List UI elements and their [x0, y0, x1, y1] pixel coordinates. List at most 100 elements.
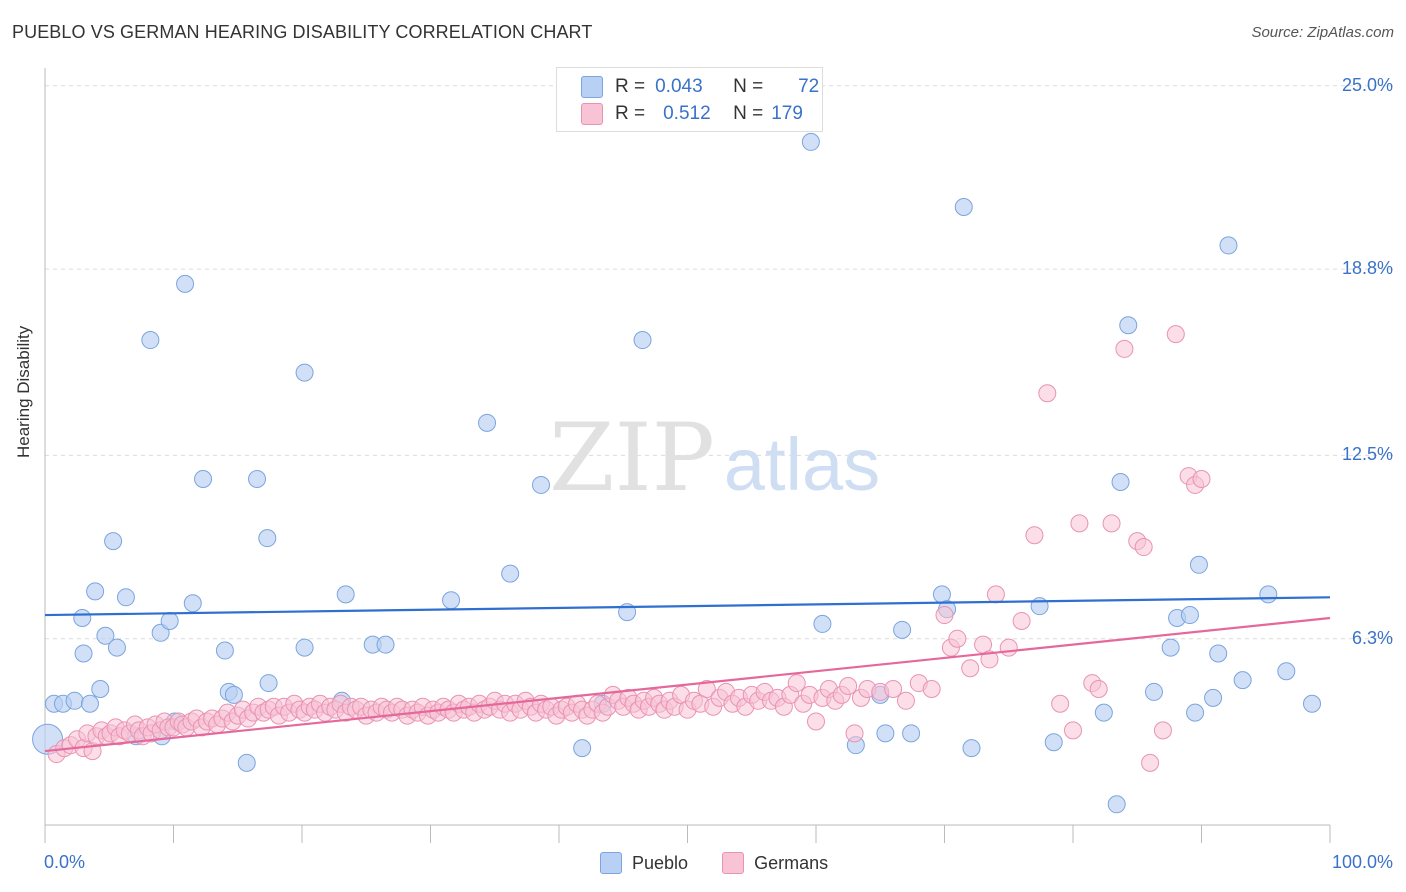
r-value: 0.512 [663, 103, 711, 124]
pueblo-point [224, 685, 243, 704]
pueblo-point [962, 739, 981, 758]
germans-point [884, 679, 903, 698]
germans-point [1115, 339, 1134, 358]
pueblo-point [86, 582, 105, 601]
pueblo-point [1119, 316, 1138, 335]
germans-point [922, 679, 941, 698]
pueblo-point [532, 475, 551, 494]
n-value: 179 [771, 103, 803, 124]
germans-point [845, 724, 864, 743]
n-label: N = [733, 103, 764, 124]
pueblo-swatch [600, 852, 622, 874]
pueblo-point [876, 724, 895, 743]
germans-point [999, 638, 1018, 657]
pueblo-point [73, 609, 92, 628]
legend-item-germans: Germans [722, 852, 828, 874]
pueblo-point [116, 588, 135, 607]
trend-lines [44, 596, 1331, 753]
pueblo-point [1277, 662, 1296, 681]
legend-row-germans: R = 0.512 N = 179 [581, 102, 811, 126]
y-tick-label: 12.5% [1341, 444, 1393, 465]
pueblo-point [1233, 671, 1252, 690]
germans-point [1141, 753, 1160, 772]
pueblo-trend-line [44, 596, 1331, 617]
pueblo-point [501, 564, 520, 583]
pueblo-point [376, 635, 395, 654]
germans-point [948, 629, 967, 648]
pueblo-point [237, 753, 256, 772]
pueblo-point [259, 674, 278, 693]
pueblo-swatch [581, 76, 603, 98]
y-axis-label: Hearing Disability [14, 325, 33, 458]
pueblo-point [107, 638, 126, 657]
pueblo-point [801, 132, 820, 151]
germans-point [1025, 526, 1044, 545]
pueblo-point [1186, 703, 1205, 722]
pueblo-point [96, 626, 115, 645]
pueblo-point [1161, 638, 1180, 657]
germans-point [807, 712, 825, 731]
pueblo-point [478, 413, 497, 432]
legend-item-pueblo: Pueblo [600, 852, 688, 874]
pueblo-point [573, 739, 592, 758]
pueblo-point [954, 197, 973, 216]
pueblo-point [1111, 472, 1130, 491]
pueblo-point [336, 585, 355, 604]
pueblo-point [74, 644, 93, 663]
pueblo-point [176, 274, 195, 293]
germans-point [1192, 470, 1211, 489]
pueblo-point [1219, 236, 1238, 255]
pueblo-point [1204, 688, 1223, 707]
pueblo-point [1144, 682, 1163, 701]
pueblo-point [194, 470, 213, 489]
grid-lines [45, 85, 1395, 640]
pueblo-point [813, 614, 832, 633]
germans-point [1089, 679, 1108, 698]
pueblo-point [1303, 694, 1322, 713]
germans-point [1038, 384, 1057, 403]
pueblo-point [1189, 555, 1208, 574]
germans-point [896, 691, 915, 710]
r-label: R = [615, 76, 646, 97]
watermark-zip: ZIP [549, 404, 715, 513]
n-value: 72 [798, 76, 820, 97]
pueblo-point [1094, 703, 1113, 722]
x-tick-label: 0.0% [44, 852, 86, 872]
watermark-atlas: atlas [724, 423, 880, 506]
legend-label-pueblo: Pueblo [632, 852, 689, 873]
r-value: 0.043 [655, 76, 703, 97]
axes [44, 68, 1331, 843]
pueblo-point [295, 638, 314, 657]
pueblo-point [141, 331, 160, 350]
germans-point [980, 650, 999, 669]
y-tick-label: 6.3% [1351, 627, 1393, 648]
germans-point [1051, 694, 1070, 713]
germans-point [1070, 514, 1089, 533]
correlation-legend: R = 0.043 N = 72 R = 0.512 N = 179 [556, 67, 823, 132]
germans-points [47, 325, 1211, 772]
pueblo-point [248, 470, 267, 489]
pueblo-point [258, 529, 277, 548]
pueblo-point [215, 641, 234, 660]
pueblo-point [1044, 733, 1063, 752]
x-tick-label: 100.0% [1331, 852, 1393, 872]
pueblo-point [104, 532, 123, 551]
n-label: N = [733, 76, 764, 97]
pueblo-point [633, 331, 652, 350]
germans-point [1153, 721, 1172, 740]
chart-title: PUEBLO VS GERMAN HEARING DISABILITY CORR… [12, 22, 593, 42]
germans-point [961, 659, 980, 678]
germans-point [986, 585, 1005, 604]
pueblo-point [80, 694, 99, 713]
pueblo-point [893, 620, 912, 639]
watermark: ZIP atlas [549, 404, 880, 513]
germans-point [1134, 538, 1153, 557]
pueblo-point [295, 363, 314, 382]
germans-point [787, 674, 806, 693]
legend-label-germans: Germans [754, 852, 829, 873]
r-label: R = [615, 103, 646, 124]
legend-row-pueblo: R = 0.043 N = 72 [581, 75, 819, 99]
germans-point [1102, 514, 1121, 533]
pueblo-point [1107, 795, 1126, 814]
